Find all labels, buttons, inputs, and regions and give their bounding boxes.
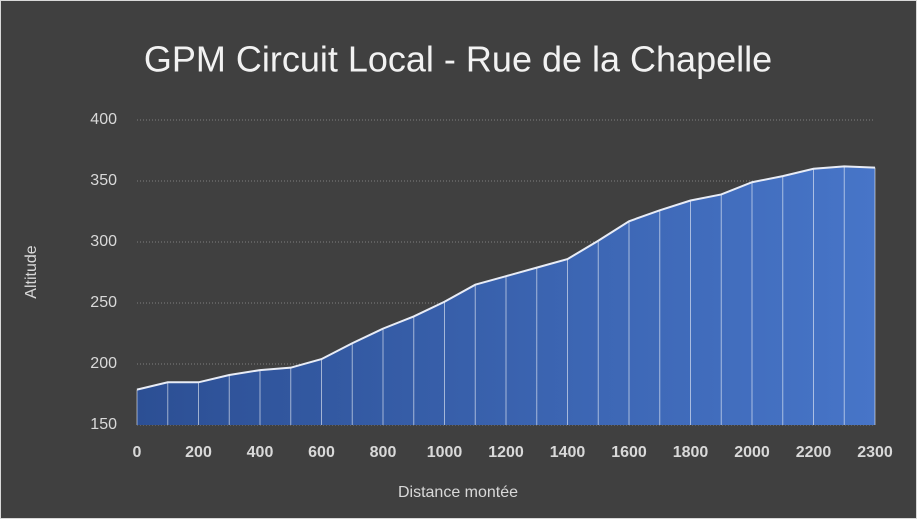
x-tick-label: 200 xyxy=(185,444,212,461)
x-tick-label: 0 xyxy=(133,444,142,461)
y-tick-label: 200 xyxy=(90,355,117,372)
x-tick-label: 1200 xyxy=(488,444,524,461)
y-axis-label: Altitude xyxy=(23,245,40,298)
chart-title: GPM Circuit Local - Rue de la Chapelle xyxy=(144,39,772,80)
x-tick-label: 2300 xyxy=(857,444,893,461)
y-tick-label: 300 xyxy=(90,233,117,250)
y-tick-label: 150 xyxy=(90,416,117,433)
x-tick-label: 600 xyxy=(308,444,335,461)
x-tick-label: 2200 xyxy=(796,444,832,461)
y-tick-label: 250 xyxy=(90,294,117,311)
x-axis-label: Distance montée xyxy=(398,484,518,501)
y-tick-label: 350 xyxy=(90,172,117,189)
x-tick-label: 800 xyxy=(370,444,397,461)
x-tick-label: 1600 xyxy=(611,444,647,461)
x-tick-label: 1000 xyxy=(427,444,463,461)
area-line xyxy=(136,165,876,391)
y-tick-label: 400 xyxy=(90,111,117,128)
x-tick-label: 400 xyxy=(247,444,274,461)
x-tick-label: 1400 xyxy=(550,444,586,461)
x-tick-label: 2000 xyxy=(734,444,770,461)
x-tick-label: 1800 xyxy=(673,444,709,461)
